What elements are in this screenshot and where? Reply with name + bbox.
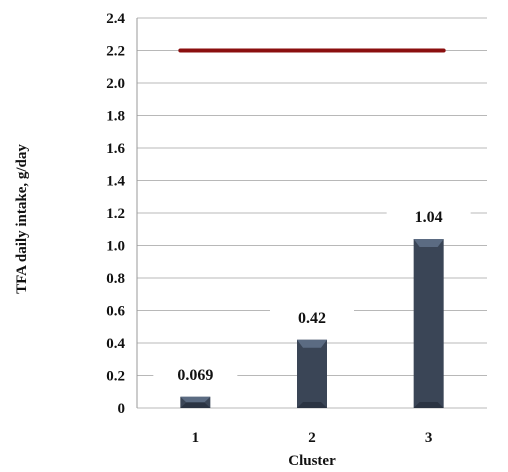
x-tick-label: 1 — [192, 430, 200, 446]
data-labels: 0.069 0.42 1.04 — [153, 205, 471, 385]
y-tick-label: 0.2 — [106, 369, 125, 385]
data-label: 0.069 — [177, 367, 213, 384]
bar-bevel-top — [413, 239, 444, 247]
data-label: 0.42 — [298, 310, 326, 327]
y-axis-title: TFA daily intake, g/day — [14, 144, 30, 294]
bar-bevel-bottom — [180, 402, 211, 408]
y-tick-label: 0.8 — [106, 271, 125, 287]
data-label-background — [270, 305, 354, 328]
x-tick-labels: 1 2 3 — [192, 430, 433, 446]
bar-cluster-3 — [413, 239, 444, 408]
bar-cluster-1 — [180, 396, 211, 408]
x-axis-title: Cluster — [288, 453, 336, 469]
data-label-background — [386, 205, 471, 227]
x-tick-label: 2 — [308, 430, 316, 446]
y-tick-label: 0 — [118, 401, 126, 417]
bars — [180, 239, 444, 408]
y-tick-labels: 0 0.2 0.4 0.6 0.8 1.0 1.2 1.4 1.6 1.8 2.0 2.2 2.4 — [106, 11, 125, 417]
bar-bevel-top — [180, 396, 211, 403]
y-tick-label: 1.6 — [106, 141, 125, 157]
y-tick-label: 0.6 — [106, 304, 125, 320]
y-tick-label: 2.2 — [106, 44, 125, 60]
data-label: 1.04 — [415, 209, 443, 226]
bar-body — [413, 239, 444, 408]
bar-bevel-top — [297, 339, 327, 348]
bar-bevel-bottom — [297, 402, 327, 408]
y-tick-label: 1.0 — [106, 239, 125, 255]
y-tick-label: 1.4 — [106, 174, 125, 190]
y-tick-label: 1.8 — [106, 109, 125, 125]
x-tick-label: 3 — [425, 430, 433, 446]
y-tick-label: 2.4 — [106, 11, 125, 27]
y-tick-label: 2.0 — [106, 76, 125, 92]
bar-body — [297, 339, 327, 408]
y-tick-label: 0.4 — [106, 336, 125, 352]
data-label-background — [153, 362, 238, 385]
y-tick-label: 1.2 — [106, 206, 125, 222]
bar-bevel-bottom — [413, 402, 444, 408]
bar-cluster-2 — [297, 339, 327, 408]
